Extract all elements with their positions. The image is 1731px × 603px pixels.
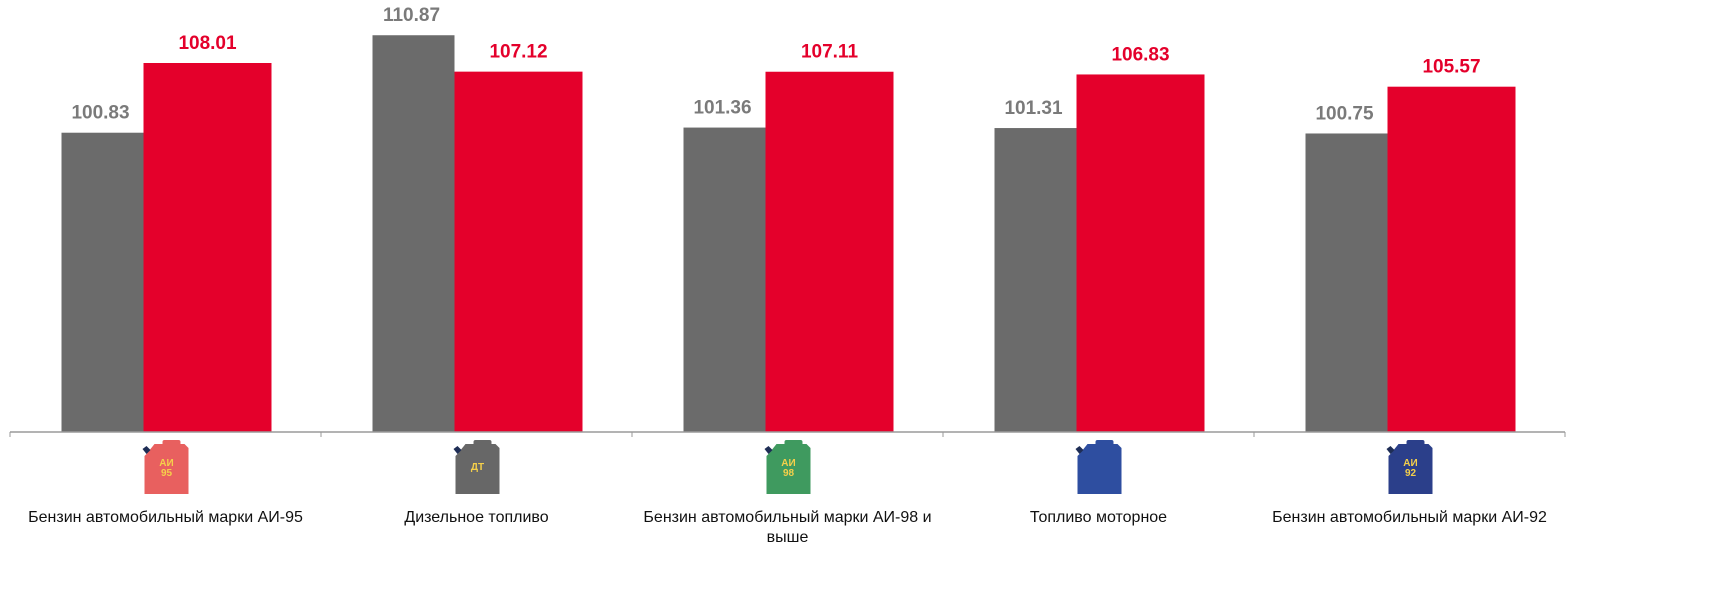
- icon-spout: [142, 446, 151, 454]
- icon-handle: [1095, 440, 1114, 446]
- value-label: 100.75: [1315, 103, 1374, 124]
- x-tick-label: Дизельное топливо: [404, 509, 549, 526]
- value-label: 101.31: [1004, 98, 1063, 119]
- icon-spout: [764, 446, 773, 454]
- value-label: 110.87: [383, 5, 440, 26]
- bar: [683, 127, 766, 433]
- icon-can: [455, 444, 500, 494]
- icon-handle: [784, 440, 803, 446]
- bar: [61, 132, 144, 432]
- icon-can: [1388, 444, 1433, 494]
- icon-text: 92: [1405, 468, 1417, 479]
- icon: ДТ: [453, 440, 500, 494]
- x-tick-label: Топливо моторное: [1029, 509, 1168, 526]
- bar: [372, 35, 455, 432]
- icon-text: 95: [161, 468, 173, 479]
- bar: [143, 63, 272, 433]
- x-tick-label: Бензин автомобильный марки АИ-92: [1272, 509, 1547, 526]
- icon-text: АИ: [1403, 458, 1417, 469]
- value-label: 107.11: [801, 42, 858, 63]
- bar: [994, 128, 1077, 432]
- x-tick-label: Бензин автомобильный марки АИ-95: [28, 509, 303, 526]
- icon-text: АИ: [781, 458, 795, 469]
- bar: [765, 71, 894, 433]
- bar: [1387, 86, 1516, 433]
- icon-can: [1077, 444, 1122, 494]
- value-label: 107.12: [489, 42, 547, 63]
- value-label: 100.83: [71, 103, 129, 124]
- value-label: 106.83: [1111, 44, 1169, 65]
- icon-spout: [1386, 446, 1395, 454]
- bar: [1305, 133, 1388, 432]
- bar: [454, 71, 583, 432]
- icon-handle: [1406, 440, 1425, 446]
- icon-can: [144, 444, 189, 494]
- value-label: 108.01: [178, 33, 237, 54]
- icon-text: ДТ: [471, 462, 484, 473]
- value-label: 105.57: [1422, 57, 1480, 78]
- value-label: 101.36: [693, 98, 751, 119]
- icon-text: 98: [783, 468, 795, 479]
- icon-handle: [162, 440, 181, 446]
- icon: [1075, 440, 1122, 494]
- icon-spout: [453, 446, 462, 454]
- icon-can: [766, 444, 811, 494]
- icon-spout: [1075, 446, 1084, 454]
- x-tick-label: Бензин автомобильный марки АИ-98 и выше: [643, 509, 932, 546]
- icon-text: АИ: [159, 458, 173, 469]
- icon-handle: [473, 440, 492, 446]
- bar: [1076, 74, 1205, 433]
